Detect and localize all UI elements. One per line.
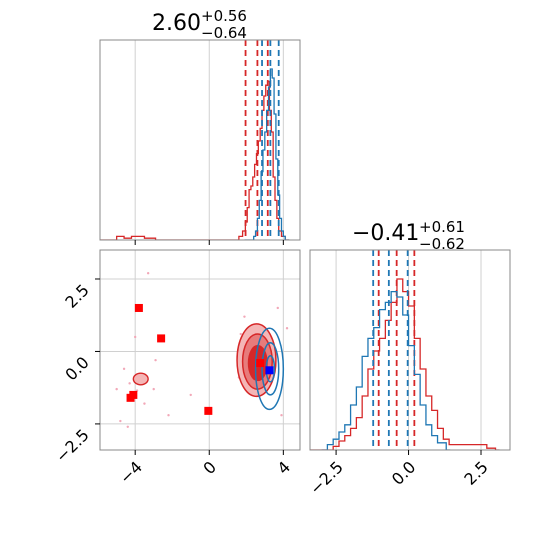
- histogram-param2-panel: [309, 249, 511, 451]
- title-param2-minus: −0.62: [419, 235, 465, 253]
- sample-dot: [128, 382, 131, 385]
- blue-square-marker: [265, 366, 274, 375]
- sample-dot: [133, 335, 137, 339]
- red-outlier-contour: [132, 372, 149, 386]
- sample-dot: [167, 414, 170, 417]
- x-tick-label-param2: 0.0: [388, 457, 419, 488]
- red-square-marker: [157, 334, 166, 343]
- title-param1-value: 2.60: [152, 11, 201, 36]
- x-tick-label-param1: 0: [199, 457, 220, 478]
- sample-dot: [126, 425, 129, 429]
- sample-dot: [115, 387, 118, 391]
- histogram-param1-red-series: [100, 80, 290, 240]
- title-param2: −0.41 +0.61 −0.62: [352, 218, 465, 253]
- title-param1-plus: +0.56: [201, 7, 247, 25]
- histogram-param2-frame: [309, 249, 511, 451]
- red-square-marker: [126, 393, 135, 402]
- y-tick-label-param2: 2.5: [61, 280, 92, 311]
- histogram-param1-frame: [99, 39, 301, 241]
- joint-distribution-panel: [99, 249, 301, 451]
- sample-dot: [280, 414, 283, 417]
- title-param2-plus: +0.61: [419, 218, 465, 236]
- blue-contour-level: [254, 327, 285, 411]
- sample-dot: [285, 327, 289, 330]
- red-square-marker: [204, 406, 213, 415]
- sample-dot: [119, 419, 122, 423]
- histogram-param2-red-series: [310, 278, 500, 450]
- x-tick-label-param1: 4: [274, 457, 295, 478]
- x-tick-label-param2: 2.5: [460, 457, 491, 488]
- histogram-param1-blue-series: [244, 68, 290, 240]
- red-square-marker: [134, 303, 143, 312]
- joint-distribution-frame: [99, 249, 301, 451]
- red-square-marker: [256, 359, 265, 368]
- y-tick-label-param2: 0.0: [61, 353, 92, 384]
- title-param1-minus: −0.64: [201, 24, 247, 42]
- y-tick-label-param2: −2.5: [52, 425, 93, 466]
- sample-dot: [154, 358, 157, 362]
- sample-dot: [122, 367, 126, 371]
- sample-dot: [152, 387, 155, 391]
- sample-dot: [276, 306, 279, 310]
- title-param2-value: −0.41: [352, 221, 419, 246]
- sample-dot: [189, 393, 192, 397]
- histogram-param1-panel: [99, 39, 301, 241]
- x-tick-label-param2: −2.5: [306, 457, 347, 498]
- sample-dot: [239, 332, 242, 336]
- x-tick-label-param1: −4: [116, 457, 146, 487]
- sample-dot: [146, 271, 150, 275]
- title-param1: 2.60 +0.56 −0.64: [152, 7, 247, 42]
- blue-contour-level: [261, 342, 280, 396]
- sample-dot: [143, 402, 146, 405]
- histogram-param2-blue-series: [321, 290, 451, 450]
- sample-dot: [243, 315, 246, 318]
